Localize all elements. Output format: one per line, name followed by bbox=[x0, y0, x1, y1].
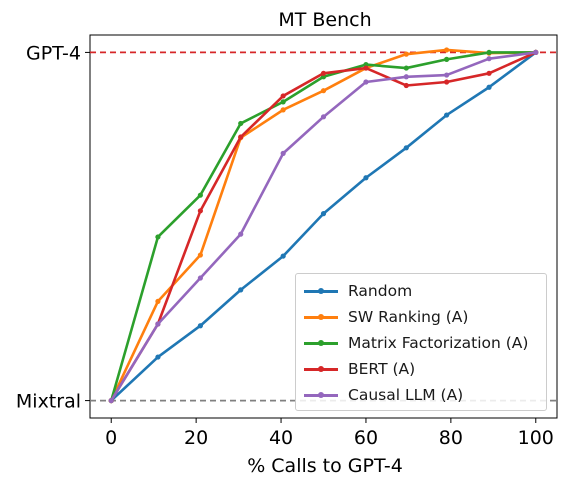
x-tick-label: 60 bbox=[354, 427, 378, 449]
legend-swatch bbox=[304, 280, 338, 302]
axes-frame bbox=[89, 34, 558, 419]
data-point bbox=[155, 298, 161, 304]
legend-swatch bbox=[304, 306, 338, 328]
data-point bbox=[486, 70, 492, 76]
data-point bbox=[486, 49, 492, 56]
data-point bbox=[444, 56, 450, 62]
legend-swatch bbox=[304, 384, 338, 406]
data-point bbox=[280, 107, 286, 113]
x-tick-label: 0 bbox=[105, 427, 117, 449]
y-tick-label: Mixtral bbox=[16, 391, 81, 413]
data-point bbox=[403, 82, 409, 89]
x-tick-label: 100 bbox=[518, 427, 554, 449]
legend-swatch bbox=[304, 358, 338, 380]
x-tick-label: 40 bbox=[269, 427, 293, 449]
data-point bbox=[403, 51, 409, 57]
data-point bbox=[238, 287, 244, 293]
series-4 bbox=[108, 49, 539, 404]
data-point bbox=[486, 84, 492, 90]
data-point bbox=[197, 192, 203, 198]
x-tick-label: 80 bbox=[439, 427, 463, 449]
data-point bbox=[238, 231, 244, 237]
legend-label: Causal LLM (A) bbox=[348, 386, 464, 404]
data-point bbox=[533, 49, 539, 56]
data-point bbox=[197, 275, 203, 281]
data-point bbox=[197, 252, 203, 258]
legend-item: Random bbox=[304, 280, 412, 302]
legend-item: Matrix Factorization (A) bbox=[304, 332, 528, 354]
legend: Random SW Ranking (A) Matrix Factorization… bbox=[295, 273, 547, 411]
series-0 bbox=[108, 49, 539, 404]
x-tick-label: 20 bbox=[184, 427, 208, 449]
legend-label: Random bbox=[348, 282, 413, 300]
legend-label: BERT (A) bbox=[348, 360, 416, 378]
data-point bbox=[320, 211, 327, 217]
data-point bbox=[320, 114, 327, 120]
data-point bbox=[363, 175, 369, 181]
data-point bbox=[486, 56, 492, 62]
chart-title: MT Bench bbox=[278, 9, 371, 31]
data-point bbox=[403, 74, 409, 80]
data-point bbox=[280, 93, 286, 99]
axes-border bbox=[89, 34, 558, 419]
legend-label: SW Ranking (A) bbox=[348, 308, 469, 326]
data-point bbox=[238, 134, 244, 140]
data-point bbox=[444, 47, 450, 53]
data-point bbox=[363, 79, 369, 85]
legend-label: Matrix Factorization (A) bbox=[348, 334, 529, 352]
data-point bbox=[155, 321, 161, 327]
data-point bbox=[197, 208, 203, 214]
ticks-layer: 0 20 40 60 80 100 Mixtral GPT-4 bbox=[16, 42, 554, 449]
data-point bbox=[320, 88, 327, 94]
data-point bbox=[444, 79, 450, 85]
data-point bbox=[108, 397, 114, 404]
data-point bbox=[280, 99, 286, 105]
data-point bbox=[155, 234, 161, 240]
legend-item: SW Ranking (A) bbox=[304, 306, 468, 328]
data-point bbox=[363, 65, 369, 71]
series-layer bbox=[108, 47, 539, 404]
data-point bbox=[238, 120, 244, 127]
data-point bbox=[403, 145, 409, 151]
data-point bbox=[444, 72, 450, 78]
data-point bbox=[155, 354, 161, 360]
data-point bbox=[280, 150, 286, 156]
legend-item: BERT (A) bbox=[304, 358, 415, 380]
data-point bbox=[444, 112, 450, 118]
data-point bbox=[197, 323, 203, 329]
legend-swatch bbox=[304, 332, 338, 354]
data-point bbox=[403, 65, 409, 71]
legend-item: Causal LLM (A) bbox=[304, 384, 463, 406]
y-tick-label: GPT-4 bbox=[26, 42, 81, 64]
x-axis-label: % Calls to GPT-4 bbox=[247, 455, 403, 477]
data-point bbox=[280, 253, 286, 259]
data-point bbox=[320, 70, 327, 76]
